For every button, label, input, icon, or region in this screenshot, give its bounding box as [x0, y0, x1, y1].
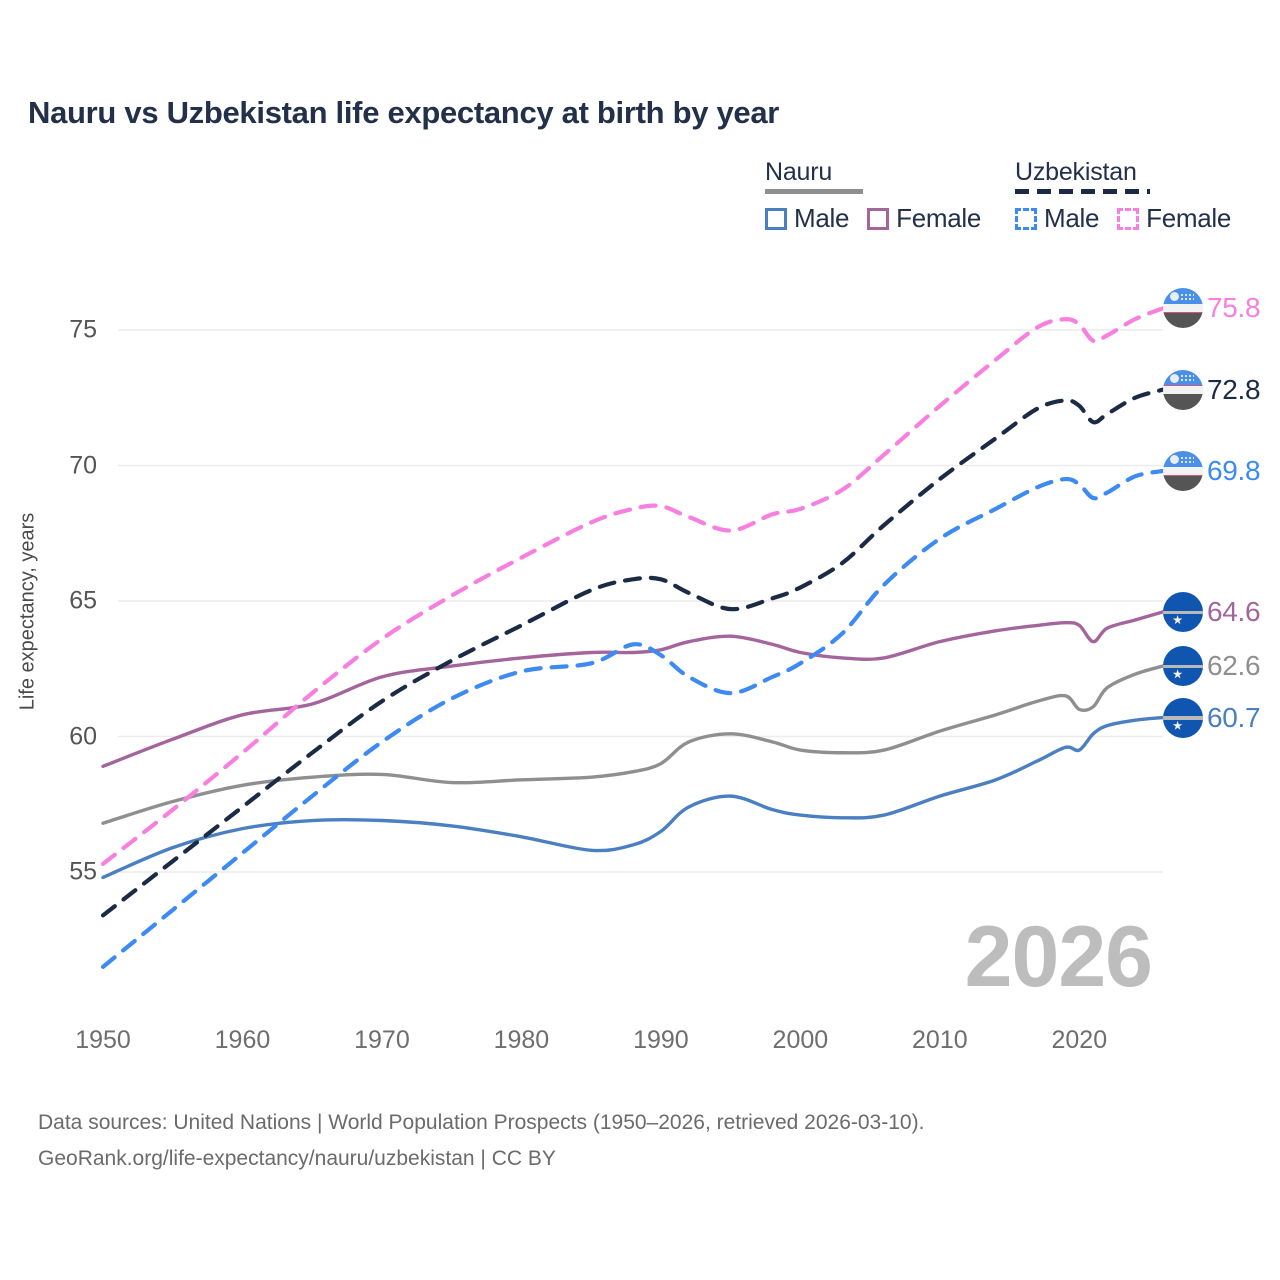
series-line-nauru-male	[101, 715, 1165, 880]
page-title: Nauru vs Uzbekistan life expectancy at b…	[28, 95, 780, 130]
end-value-text: 72.8	[1207, 373, 1261, 405]
x-tick-2000: 2000	[772, 1026, 829, 1054]
uzbekistan-flag-icon	[1163, 288, 1203, 329]
end-value-text: 69.8	[1207, 454, 1261, 486]
end-label-uzbekistan-female[interactable]: 75.8	[1163, 288, 1261, 329]
footer-line-1: Data sources: United Nations | World Pop…	[38, 1111, 925, 1134]
series-line-nauru-female	[101, 610, 1165, 769]
end-value-text: 60.7	[1207, 701, 1261, 733]
y-tick-65: 65	[69, 586, 97, 615]
legend-item-nauru-male[interactable]: Male	[765, 203, 849, 234]
legend-rule-uzbekistan	[1015, 189, 1150, 194]
end-label-uzbekistan-male[interactable]: 69.8	[1163, 450, 1261, 491]
series-line-nauru-total	[101, 664, 1165, 825]
series-line-uzbekistan-total	[100, 387, 1166, 918]
series-line-uzbekistan-female	[100, 306, 1166, 866]
chart-legend: Nauru Male Female Uzbekistan Male	[760, 158, 1260, 248]
legend-group-nauru: Nauru Male Female	[765, 158, 981, 234]
year-watermark: 2026	[964, 909, 1153, 1005]
x-tick-2020: 2020	[1051, 1026, 1108, 1054]
x-tick-1970: 1970	[354, 1026, 410, 1054]
end-value-text: 64.6	[1207, 595, 1261, 627]
end-value-text: 75.8	[1207, 292, 1261, 324]
y-tick-70: 70	[69, 451, 97, 479]
y-tick-60: 60	[69, 722, 97, 750]
legend-swatch-uzbekistan-male	[1015, 207, 1037, 230]
legend-label-nauru-male: Male	[794, 203, 850, 233]
end-label-nauru-total[interactable]: 62.6	[1163, 646, 1261, 687]
legend-group-uzbekistan: Uzbekistan Male Female	[1015, 158, 1231, 234]
footer-sources: Data sources: United Nations | World Pop…	[38, 1105, 924, 1177]
legend-swatch-nauru-male	[765, 207, 787, 230]
legend-rule-nauru	[765, 189, 863, 194]
nauru-flag-icon	[1163, 646, 1203, 687]
legend-item-nauru-female[interactable]: Female	[867, 203, 981, 234]
x-tick-1990: 1990	[633, 1026, 689, 1054]
series-line-uzbekistan-male	[100, 468, 1166, 969]
legend-item-uzbekistan-male[interactable]: Male	[1015, 203, 1099, 234]
y-tick-55: 55	[69, 857, 97, 886]
end-value-text: 62.6	[1207, 650, 1261, 682]
nauru-flag-icon	[1163, 697, 1203, 738]
footer-line-2: GeoRank.org/life-expectancy/nauru/uzbeki…	[38, 1147, 556, 1170]
x-tick-1960: 1960	[214, 1026, 271, 1054]
legend-label-uzbekistan-male: Male	[1044, 203, 1100, 233]
end-label-uzbekistan-total[interactable]: 72.8	[1163, 369, 1261, 410]
legend-swatch-nauru-female	[867, 207, 890, 230]
y-tick-75: 75	[69, 315, 97, 344]
x-tick-2010: 2010	[912, 1026, 968, 1054]
uzbekistan-flag-icon	[1163, 369, 1203, 410]
legend-swatch-uzbekistan-female	[1117, 207, 1140, 230]
legend-label-nauru-female: Female	[896, 203, 982, 233]
x-tick-1950: 1950	[75, 1026, 131, 1054]
legend-item-uzbekistan-female[interactable]: Female	[1117, 203, 1231, 234]
end-label-nauru-male[interactable]: 60.7	[1163, 697, 1261, 738]
nauru-flag-icon	[1163, 591, 1203, 632]
legend-country-uzbekistan: Uzbekistan	[1015, 158, 1137, 186]
legend-country-nauru: Nauru	[765, 158, 833, 186]
end-label-nauru-female[interactable]: 64.6	[1163, 591, 1261, 632]
x-tick-1980: 1980	[493, 1026, 550, 1054]
uzbekistan-flag-icon	[1163, 450, 1203, 491]
legend-label-uzbekistan-female: Female	[1146, 203, 1232, 233]
